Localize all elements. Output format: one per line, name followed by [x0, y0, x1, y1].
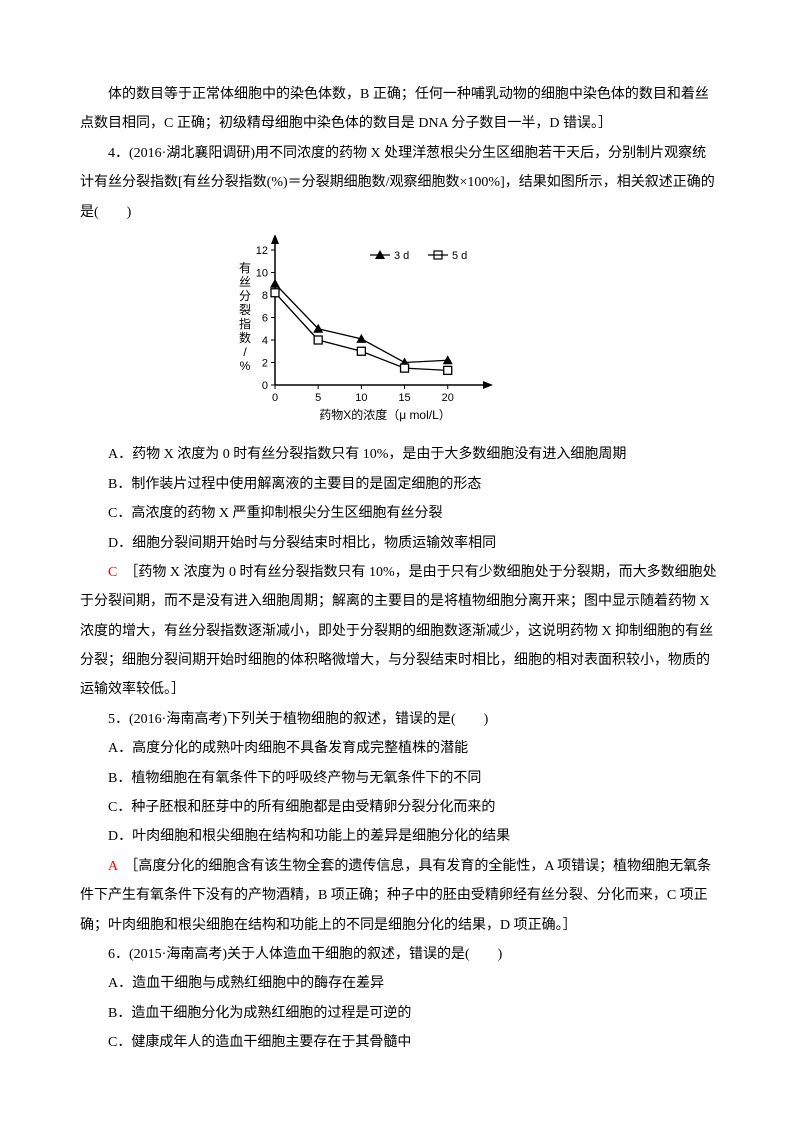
svg-text:20: 20: [442, 392, 454, 404]
svg-text:%: %: [240, 359, 251, 373]
svg-text:2: 2: [262, 357, 268, 369]
question-4-answer: C ［药物 X 浓度为 0 时有丝分裂指数只有 10%，是由于只有少数细胞处于分…: [80, 558, 720, 705]
question-6-option-c: C．健康成年人的造血干细胞主要存在于其骨髓中: [80, 1028, 720, 1057]
question-6-option-b: B．造血干细胞分化为成熟红细胞的过程是可逆的: [80, 999, 720, 1028]
question-6-option-a: A．造血干细胞与成熟红细胞中的酶存在差异: [80, 969, 720, 998]
svg-text:丝: 丝: [239, 275, 251, 289]
question-4-option-a: A．药物 X 浓度为 0 时有丝分裂指数只有 10%，是由于大多数细胞没有进入细…: [80, 440, 720, 469]
svg-text:数: 数: [239, 330, 251, 345]
question-5-option-c: C．种子胚根和胚芽中的所有细胞都是由受精卵分裂分化而来的: [80, 793, 720, 822]
svg-text:指: 指: [239, 316, 251, 331]
mitotic-index-chart: 0 2 4 6 8 10 12 0 5 10 15 20 药物X的浓度（μ mol/L） 有丝分裂指数/%…: [235, 235, 565, 425]
question-4-option-b: B．制作装片过程中使用解离液的主要目的是固定细胞的形态: [80, 470, 720, 499]
question-6-stem: 6．(2015·海南高考)关于人体造血干细胞的叙述，错误的是( ): [80, 940, 720, 969]
svg-text:4: 4: [262, 335, 268, 347]
svg-text:/: /: [243, 345, 247, 359]
svg-text:0: 0: [272, 392, 278, 404]
svg-text:5: 5: [315, 392, 321, 404]
question-5-stem: 5．(2016·海南高考)下列关于植物细胞的叙述，错误的是( ): [80, 705, 720, 734]
question-5-option-b: B．植物细胞在有氧条件下的呼吸终产物与无氧条件下的不同: [80, 764, 720, 793]
svg-text:5 d: 5 d: [452, 250, 467, 262]
chart-container: 0 2 4 6 8 10 12 0 5 10 15 20 药物X的浓度（μ mol/L） 有丝分裂指数/%…: [80, 235, 720, 436]
answer-5-letter: A: [108, 859, 117, 874]
svg-text:10: 10: [256, 267, 268, 279]
svg-text:3 d: 3 d: [394, 250, 409, 262]
svg-text:裂: 裂: [239, 303, 251, 317]
svg-text:药物X的浓度（μ mol/L）: 药物X的浓度（μ mol/L）: [319, 407, 451, 422]
svg-text:12: 12: [256, 245, 268, 257]
svg-text:0: 0: [262, 380, 268, 392]
question-5-option-d: D．叶肉细胞和根尖细胞在结构和功能上的差异是细胞分化的结果: [80, 822, 720, 851]
question-4-stem: 4．(2016·湖北襄阳调研)用不同浓度的药物 X 处理洋葱根尖分生区细胞若干天…: [80, 139, 720, 227]
svg-text:有: 有: [239, 261, 251, 275]
question-4-option-c: C．高浓度的药物 X 严重抑制根尖分生区细胞有丝分裂: [80, 499, 720, 528]
svg-text:10: 10: [355, 392, 367, 404]
answer-4-explanation: ［药物 X 浓度为 0 时有丝分裂指数只有 10%，是由于只有少数细胞处于分裂期…: [80, 565, 717, 698]
svg-text:6: 6: [262, 312, 268, 324]
question-5-answer: A ［高度分化的细胞含有该生物全套的遗传信息，具有发育的全能性，A 项错误；植物…: [80, 852, 720, 940]
answer-4-letter: C: [108, 565, 117, 580]
svg-text:分: 分: [239, 289, 251, 303]
question-4-option-d: D．细胞分裂间期开始时与分裂结束时相比，物质运输效率相同: [80, 529, 720, 558]
question-5-option-a: A．高度分化的成熟叶肉细胞不具备发育成完整植株的潜能: [80, 734, 720, 763]
svg-text:8: 8: [262, 290, 268, 302]
answer-5-explanation: ［高度分化的细胞含有该生物全套的遗传信息，具有发育的全能性，A 项错误；植物细胞…: [80, 859, 711, 933]
svg-text:15: 15: [398, 392, 410, 404]
continuation-paragraph: 体的数目等于正常体细胞中的染色体数，B 正确；任何一种哺乳动物的细胞中染色体的数…: [80, 80, 720, 139]
